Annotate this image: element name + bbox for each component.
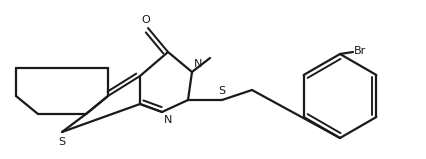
- Text: N: N: [194, 59, 202, 69]
- Text: S: S: [58, 137, 66, 147]
- Text: Br: Br: [354, 46, 366, 56]
- Text: O: O: [141, 15, 150, 25]
- Text: S: S: [219, 86, 225, 96]
- Text: N: N: [164, 115, 173, 125]
